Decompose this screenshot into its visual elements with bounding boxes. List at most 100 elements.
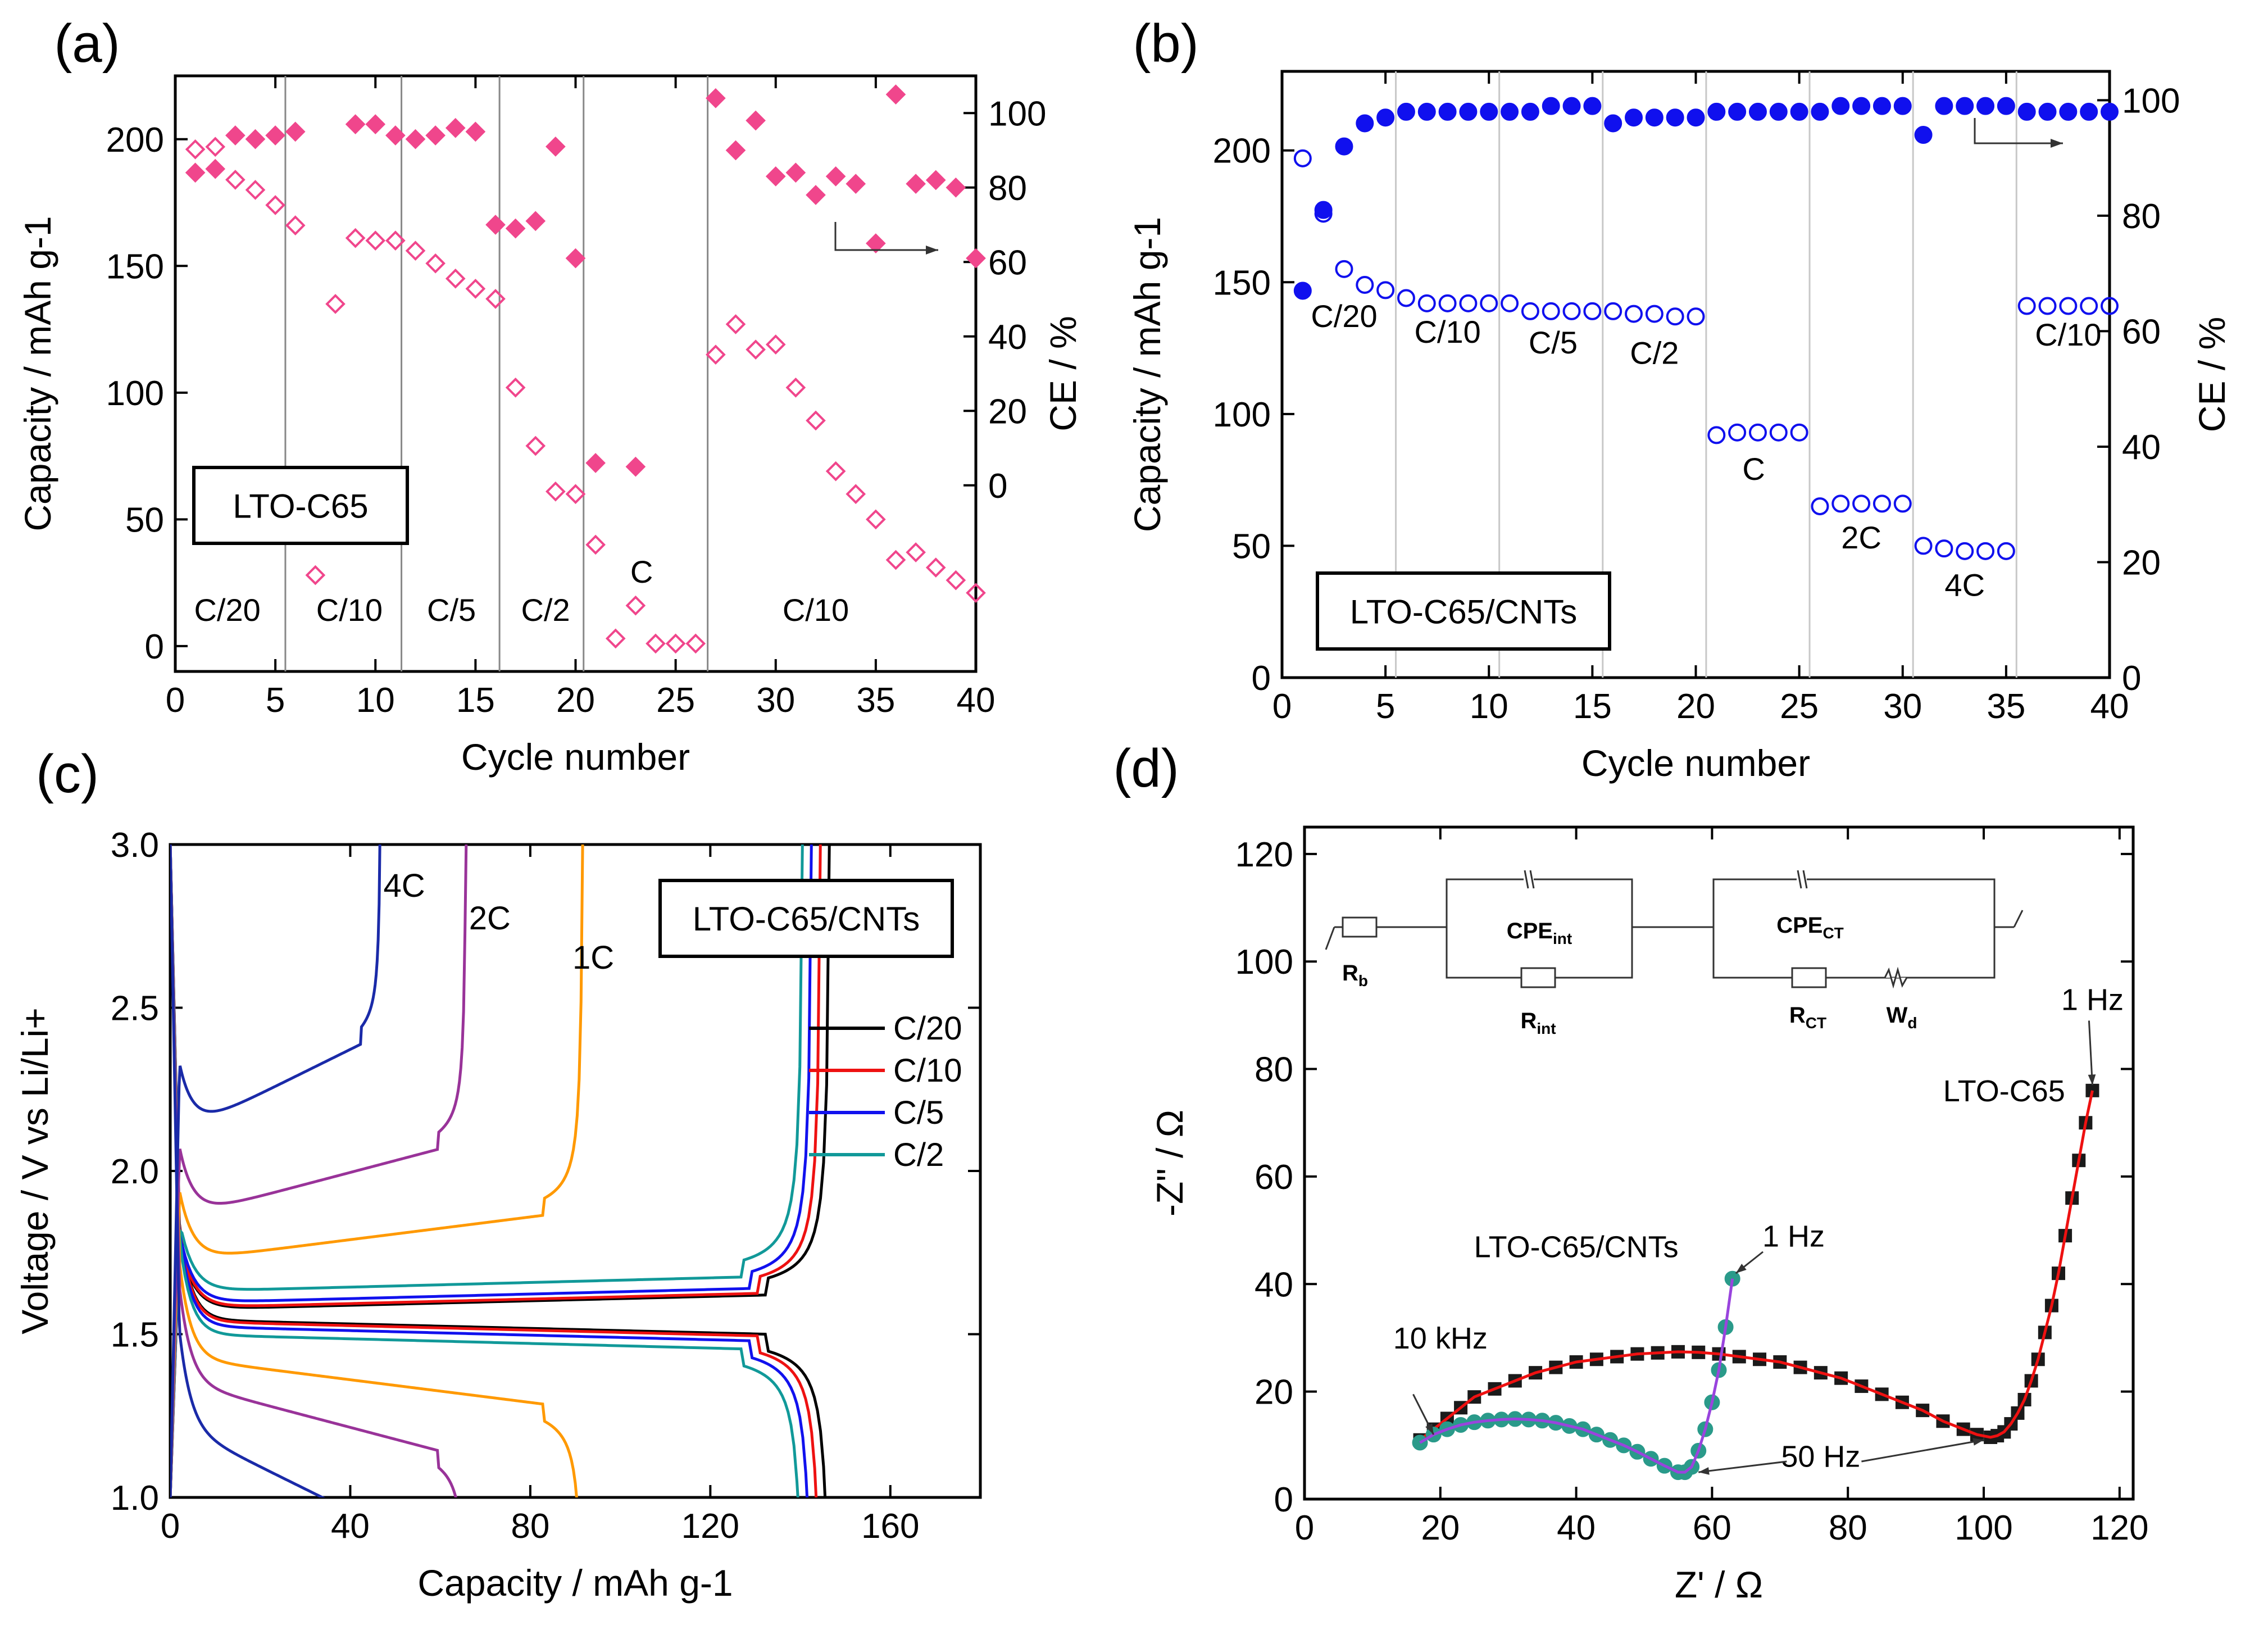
ce-point bbox=[1645, 108, 1663, 127]
x-tick-label: 120 bbox=[2090, 1509, 2148, 1547]
y2-tick-label: 20 bbox=[2122, 543, 2161, 582]
rate-label: C/2 bbox=[521, 592, 570, 628]
rate-label: C/5 bbox=[1529, 325, 1578, 360]
charge-curve-C/5 bbox=[170, 845, 813, 1497]
ce-point bbox=[1728, 102, 1747, 121]
capacity-point bbox=[1376, 281, 1395, 299]
y-tick-label: 100 bbox=[106, 374, 164, 413]
arrow-50hz-c65 bbox=[1861, 1439, 1984, 1463]
capacity-point bbox=[866, 509, 886, 530]
y2-tick-label: 100 bbox=[2122, 81, 2180, 120]
y2-tick-label: 40 bbox=[2122, 428, 2161, 467]
ce-point bbox=[1831, 97, 1850, 115]
arrow-50hz-cnts bbox=[1698, 1460, 1787, 1473]
ce-point bbox=[1956, 97, 1974, 115]
capacity-point bbox=[1997, 542, 2015, 560]
x-tick-label: 40 bbox=[2090, 687, 2129, 726]
x-tick-label: 40 bbox=[1557, 1509, 1596, 1547]
capacity-point bbox=[1666, 307, 1684, 326]
y-tick-label: 0 bbox=[1252, 659, 1271, 698]
capacity-point bbox=[2017, 297, 2036, 315]
y-tick-label: 150 bbox=[1213, 264, 1271, 302]
ce-point bbox=[785, 162, 806, 183]
capacity-point bbox=[2059, 297, 2078, 315]
rate-label: C/10 bbox=[316, 592, 383, 628]
charge-curve-2C bbox=[170, 845, 468, 1497]
y-tick-label: 50 bbox=[1232, 527, 1271, 566]
warburg-element bbox=[1884, 966, 1908, 989]
circuit-label-rb: Rb bbox=[1342, 961, 1368, 989]
capacity-point bbox=[265, 195, 285, 215]
y2-tick-label: 20 bbox=[988, 392, 1027, 431]
ce-point bbox=[405, 129, 426, 149]
panel-label: (a) bbox=[54, 13, 120, 74]
ce-point bbox=[1335, 137, 1353, 156]
arrow-10khz-head bbox=[1425, 1423, 1434, 1435]
rate-label: C bbox=[1742, 451, 1765, 487]
ce-point bbox=[1748, 102, 1767, 121]
capacity-point bbox=[2101, 297, 2119, 315]
legend-box bbox=[1316, 571, 1611, 651]
ce-point bbox=[1893, 97, 1912, 115]
ce-point bbox=[1914, 126, 1933, 144]
discharge-curve-C/10 bbox=[170, 845, 818, 1497]
capacity-point bbox=[785, 377, 806, 398]
capacity-point bbox=[445, 269, 466, 289]
plot-frame bbox=[1303, 825, 2135, 1501]
ce-point bbox=[2038, 102, 2057, 121]
y-tick-label: 2.5 bbox=[111, 989, 159, 1028]
ce-point bbox=[1852, 97, 1871, 115]
y2-tick-label: 60 bbox=[2122, 312, 2161, 351]
annotation: LTO-C65/CNTs bbox=[1474, 1230, 1679, 1264]
curves bbox=[170, 845, 831, 1497]
capacity-point bbox=[205, 137, 226, 157]
discharge-curve-C/5 bbox=[170, 845, 809, 1497]
ce-point bbox=[1480, 102, 1498, 121]
ce-point bbox=[445, 117, 466, 138]
capacity-point bbox=[245, 180, 266, 200]
cpe-ct-plate bbox=[1797, 870, 1802, 889]
x-tick-label: 30 bbox=[756, 681, 795, 720]
capacity-point bbox=[525, 435, 546, 456]
rate-label: C/10 bbox=[1414, 314, 1480, 349]
capacity-point bbox=[1604, 302, 1622, 320]
rate-label: C/10 bbox=[2035, 317, 2101, 352]
ce-point bbox=[1501, 102, 1519, 121]
annotation: 1 Hz bbox=[2061, 983, 2124, 1016]
capacity-point bbox=[1645, 305, 1663, 323]
capacity-point bbox=[2038, 297, 2057, 315]
x-tick-label: 0 bbox=[161, 1507, 180, 1546]
x-tick-label: 0 bbox=[1272, 687, 1292, 726]
ce-point bbox=[585, 453, 606, 473]
discharge-curve-C/20 bbox=[170, 845, 827, 1497]
legend-box bbox=[658, 879, 954, 958]
ce-point bbox=[966, 248, 986, 269]
ce-point bbox=[265, 125, 285, 146]
arrow-50hz-cnts-head bbox=[1698, 1467, 1710, 1475]
ce-arrow-line bbox=[834, 222, 938, 251]
capacity-point bbox=[305, 565, 326, 585]
capacity-point bbox=[485, 289, 506, 309]
y2-axis-label: CE / % bbox=[1042, 316, 1084, 431]
capacity-point bbox=[1769, 423, 1788, 442]
circuit-label-cpe-int: CPEint bbox=[1507, 919, 1572, 947]
capacity-point bbox=[1417, 294, 1436, 312]
ce-point bbox=[1417, 102, 1436, 121]
x-tick-label: 40 bbox=[957, 681, 996, 720]
x-tick-label: 120 bbox=[681, 1507, 739, 1546]
capacity-point bbox=[546, 481, 566, 502]
panel-label: (b) bbox=[1133, 13, 1198, 74]
y-tick-label: 0 bbox=[1274, 1481, 1293, 1519]
ce-point bbox=[706, 88, 726, 108]
ce-arrow-head bbox=[2051, 139, 2063, 148]
parallel-2 bbox=[1712, 878, 1996, 979]
capacity-point bbox=[825, 461, 846, 482]
ce-point bbox=[525, 211, 546, 231]
capacity-point bbox=[1562, 302, 1581, 320]
circuit-label-rint: Rint bbox=[1520, 1009, 1556, 1037]
y-tick-label: 1.0 bbox=[111, 1479, 159, 1518]
ce-point bbox=[485, 215, 506, 235]
x-tick-label: 20 bbox=[556, 681, 595, 720]
